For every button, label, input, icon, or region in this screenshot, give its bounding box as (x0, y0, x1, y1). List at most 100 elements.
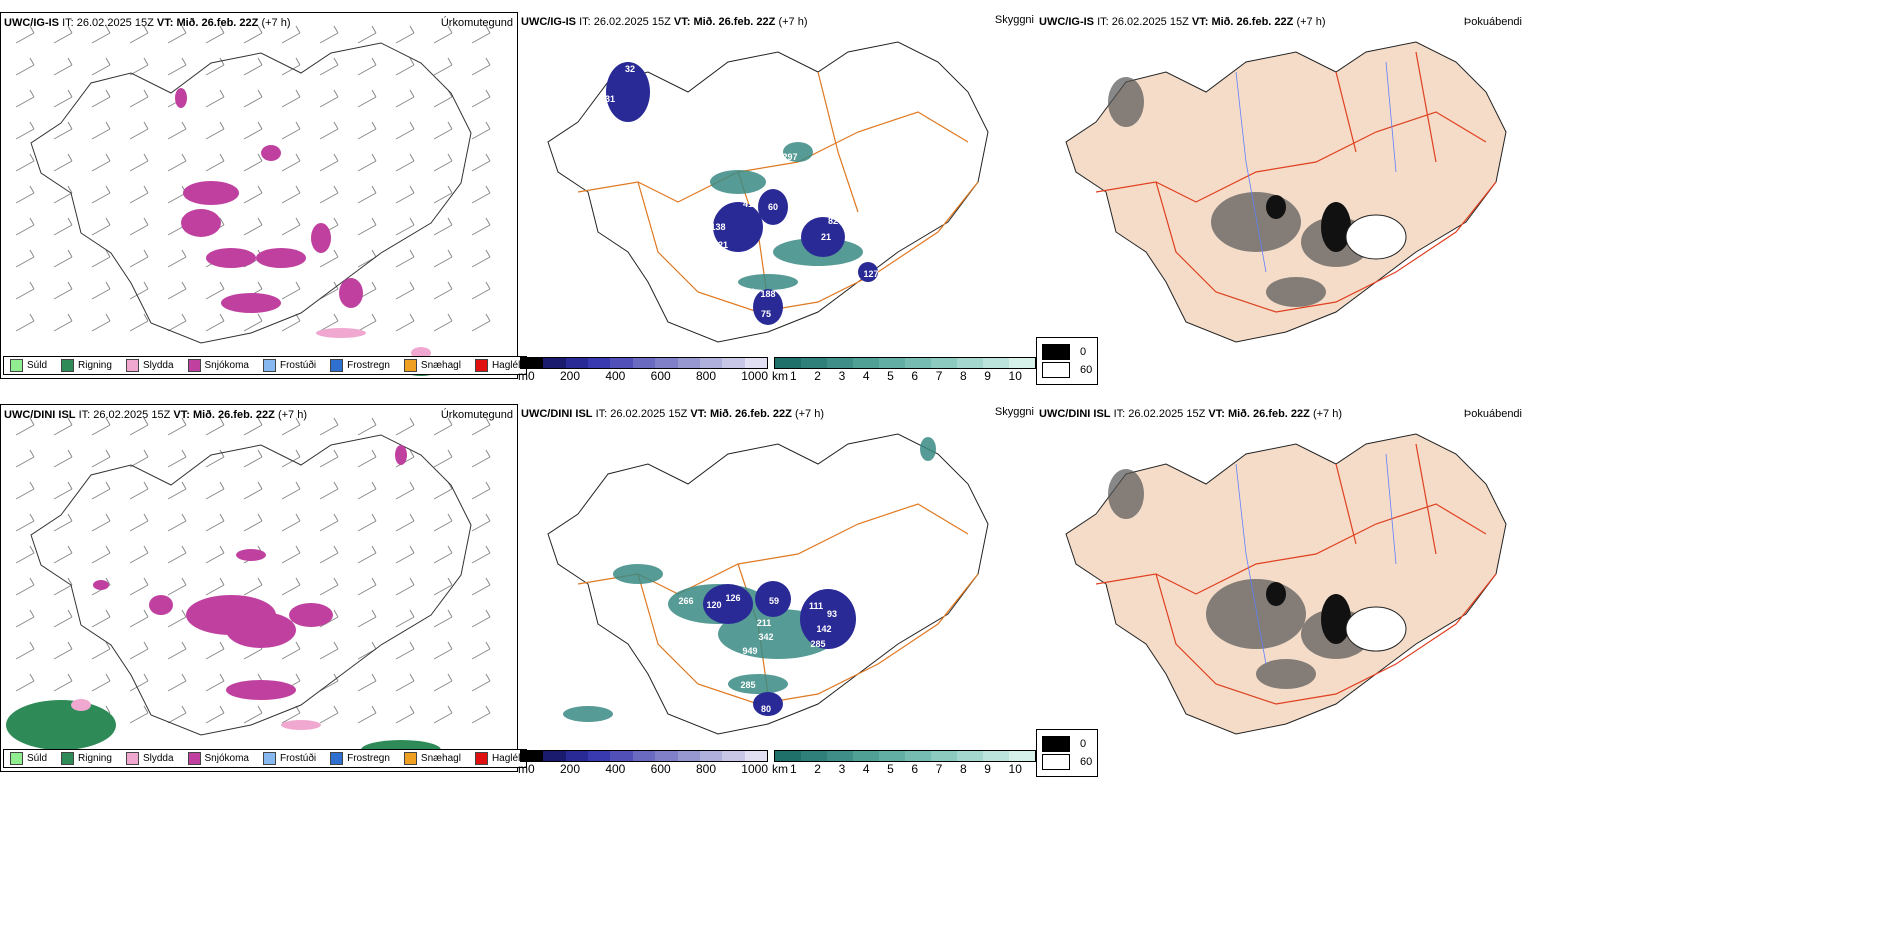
colorbar-step (722, 751, 745, 761)
wind-barb (167, 705, 187, 724)
colorbar-step (879, 751, 905, 761)
wind-barb (433, 673, 453, 692)
wind-barb (91, 57, 111, 76)
wind-barb (433, 281, 453, 300)
wind-barb (129, 57, 149, 76)
wind-barb (281, 545, 301, 564)
wind-barb (395, 281, 415, 300)
wind-barb (281, 89, 301, 108)
cloud-base-label: 120 (706, 600, 721, 610)
legend-swatch (403, 359, 417, 372)
colorbar-step (905, 751, 931, 761)
legend-item-slydda: Slydda (125, 359, 174, 372)
wind-barb (395, 417, 415, 436)
cloud-base-ticks: 0 200 400 600 800 1000 (528, 762, 768, 776)
cloud-base-colorbar (520, 750, 768, 762)
wind-barb (319, 249, 339, 268)
colorbar-step (1009, 751, 1035, 761)
wind-barb (167, 449, 187, 468)
cloud-base-label: 126 (725, 593, 740, 603)
colorbar-step (632, 751, 656, 761)
wind-barb (205, 313, 225, 332)
wind-barb (129, 705, 149, 724)
wind-barb (433, 217, 453, 236)
legend-swatch (262, 359, 276, 372)
wind-barb (91, 641, 111, 660)
wind-barb (243, 513, 263, 532)
wind-barb (129, 313, 149, 332)
wind-barb (243, 449, 263, 468)
legend-item-frostudi: Frostúði (262, 752, 316, 765)
visibility-ticks: 1 2 3 4 5 6 7 8 9 10 (790, 369, 1022, 383)
wind-barb (281, 417, 301, 436)
wind-barb (129, 25, 149, 44)
wind-barb (243, 121, 263, 140)
legend-swatch (187, 752, 201, 765)
wind-barb (395, 673, 415, 692)
sleet-areas (316, 328, 431, 359)
wind-barb (243, 57, 263, 76)
wind-barb (357, 705, 377, 724)
cloud-base-label: 138 (710, 222, 725, 232)
wind-barb (15, 25, 35, 44)
wind-barb (433, 481, 453, 500)
product-title: Þokuábendi (1463, 408, 1522, 420)
wind-barb (357, 609, 377, 628)
wind-barb (433, 57, 453, 76)
wind-barb (395, 217, 415, 236)
colorbar-step (588, 358, 611, 368)
wind-barb (167, 121, 187, 140)
wind-barb (205, 121, 225, 140)
wind-barb (167, 481, 187, 500)
wind-barb (205, 641, 225, 660)
wind-barb (15, 673, 35, 692)
wind-barb (205, 449, 225, 468)
wind-barb (205, 153, 225, 172)
wind-barb (167, 249, 187, 268)
low-cloud-areas (703, 581, 856, 716)
fog-legend-row: 0 (1042, 344, 1092, 360)
wind-barb (433, 313, 453, 332)
panel-header: UWC/DINI ISL IT: 26.02.2025 15Z VT: Mið.… (1039, 408, 1342, 420)
visibility-map: 32 31 166 72 138 89 20 21 60 41 82 21 47… (547, 41, 989, 343)
wind-barb (357, 577, 377, 596)
cloud-base-label: 479 (742, 259, 757, 269)
legend-swatch (474, 752, 488, 765)
wind-barb (395, 57, 415, 76)
legend-swatch (10, 359, 23, 372)
wind-barb (91, 481, 111, 500)
colorbar-step (775, 751, 801, 761)
wind-barb (281, 641, 301, 660)
legend-item-frostudi: Frostúði (262, 359, 316, 372)
wind-barb (205, 545, 225, 564)
wind-barb (471, 545, 491, 564)
wind-barb (91, 449, 111, 468)
dense-fog-areas (1266, 582, 1351, 644)
wind-barb (129, 481, 149, 500)
wind-barb (357, 417, 377, 436)
wind-barb (433, 641, 453, 660)
colorbar-step (677, 358, 700, 368)
panel-bottom-right: UWC/DINI ISL IT: 26.02.2025 15Z VT: Mið.… (1036, 404, 1900, 772)
panel-header: UWC/DINI ISL IT: 26.02.2025 15Z VT: Mið.… (4, 409, 307, 421)
cloud-base-label: 285 (740, 680, 755, 690)
colorbar-step (957, 358, 983, 368)
wind-barb (471, 89, 491, 108)
wind-barb (471, 481, 491, 500)
legend-item-sudl: Súld (10, 752, 47, 765)
wind-barb (357, 449, 377, 468)
fog-legend-row: 60 (1042, 362, 1092, 378)
wind-barb (15, 217, 35, 236)
colorbar-step (610, 751, 633, 761)
wind-barb (281, 25, 301, 44)
colorbar-step (588, 751, 611, 761)
wind-barb (395, 25, 415, 44)
wind-barb (395, 185, 415, 204)
wind-barb (395, 545, 415, 564)
wind-barb (91, 313, 111, 332)
cloud-base-label: 75 (761, 309, 771, 319)
wind-barb (167, 281, 187, 300)
colorbar-step (655, 751, 678, 761)
colorbar-step (931, 358, 957, 368)
wind-barb (319, 641, 339, 660)
